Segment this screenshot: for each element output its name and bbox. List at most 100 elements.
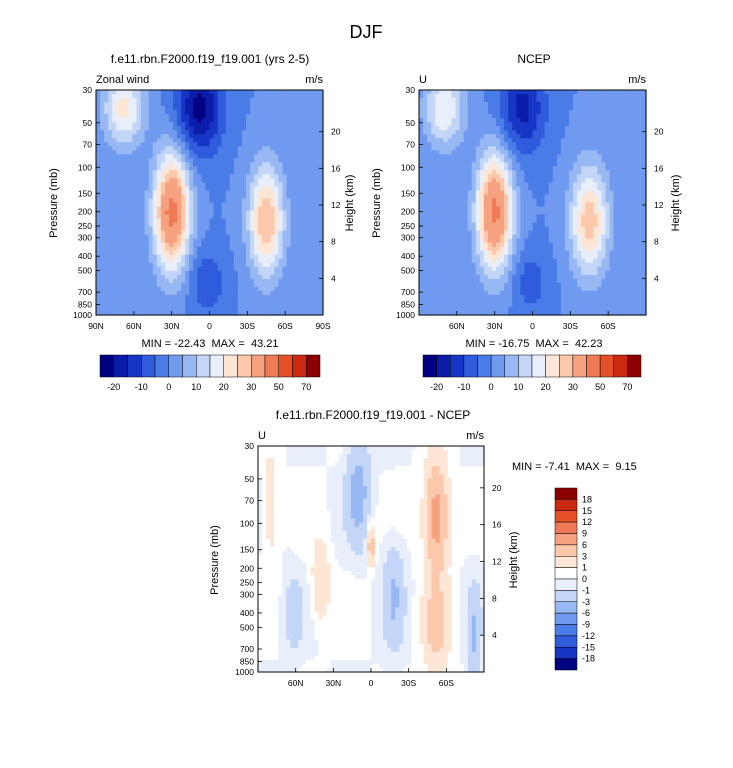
contour-cell [266, 122, 271, 127]
contour-cell [96, 154, 101, 159]
contour-cell [201, 170, 207, 175]
pressure-tick-label: 700 [78, 287, 92, 297]
contour-cell [496, 210, 501, 216]
contour-cell [302, 190, 308, 196]
contour-cell [431, 110, 436, 115]
contour-cell [229, 186, 235, 192]
contour-cell [197, 258, 202, 264]
contour-cell [250, 94, 255, 99]
contour-cell [463, 106, 469, 111]
contour-cell [274, 190, 280, 196]
contour-cell [205, 162, 211, 167]
contour-cell [221, 130, 227, 135]
contour-cell [431, 214, 436, 220]
contour-cell [229, 206, 235, 212]
contour-cell [245, 158, 251, 163]
contour-cell [455, 122, 461, 127]
contour-cell [516, 134, 521, 139]
contour-cell [168, 246, 174, 252]
contour-cell [443, 202, 448, 208]
contour-cell [471, 98, 477, 103]
contour-cell [254, 242, 259, 248]
contour-cell [217, 238, 223, 244]
contour-cell [302, 258, 308, 264]
contour-cell [270, 282, 275, 288]
contour-cell [516, 118, 521, 123]
contour-cell [467, 110, 473, 115]
contour-cell [156, 190, 162, 196]
contour-cell [467, 166, 473, 171]
contour-cell [217, 186, 223, 192]
contour-cell [225, 126, 231, 131]
contour-cell [419, 206, 424, 212]
contour-cell [250, 134, 255, 139]
contour-cell [528, 146, 534, 151]
contour-cell [302, 246, 308, 252]
contour-cell [132, 262, 138, 268]
contour-cell [144, 310, 150, 316]
contour-cell [100, 162, 105, 167]
contour-cell [104, 298, 109, 304]
contour-cell [152, 126, 158, 131]
contour-cell [479, 154, 485, 159]
contour-cell [229, 294, 235, 300]
contour-cell [132, 182, 138, 188]
contour-cell [193, 270, 198, 276]
contour-cell [467, 202, 473, 208]
contour-cell [483, 186, 489, 192]
contour-cell [245, 230, 251, 236]
contour-cell [193, 150, 198, 155]
contour-cell [479, 202, 485, 208]
contour-cell [463, 118, 469, 123]
contour-cell [100, 198, 105, 204]
contour-cell [185, 186, 190, 192]
contour-cell [512, 158, 517, 163]
contour-cell [250, 190, 255, 196]
contour-cell [475, 134, 481, 139]
contour-cell [120, 234, 125, 240]
contour-cell [217, 178, 223, 184]
contour-cell [112, 230, 117, 236]
contour-cell [241, 106, 247, 111]
contour-cell [306, 110, 312, 115]
contour-cell [266, 214, 271, 220]
contour-cell [156, 214, 162, 220]
contour-cell [290, 230, 296, 236]
contour-cell [306, 122, 312, 127]
contour-cell [605, 178, 611, 184]
contour-cell [294, 206, 300, 212]
contour-cell [577, 90, 582, 95]
contour-cell [568, 198, 574, 204]
contour-cell [310, 174, 316, 179]
contour-cell [213, 102, 219, 107]
contour-cell [641, 110, 647, 115]
contour-cell [491, 90, 497, 95]
contour-cell [286, 206, 292, 212]
contour-cell [217, 222, 223, 228]
contour-cell [96, 294, 101, 300]
contour-cell [173, 230, 178, 236]
contour-cell [225, 110, 231, 115]
contour-cell [532, 94, 538, 99]
contour-cell [140, 226, 146, 232]
contour-cell [577, 114, 582, 119]
contour-cell [156, 222, 162, 228]
contour-cell [258, 246, 263, 252]
contour-cell [160, 222, 166, 228]
contour-cell [475, 118, 481, 123]
contour-cell [609, 162, 615, 167]
contour-cell [160, 246, 166, 252]
contour-cell [164, 154, 170, 159]
contour-cell [496, 102, 501, 107]
contour-cell [577, 210, 582, 216]
contour-cell [193, 282, 198, 288]
contour-cell [193, 110, 198, 115]
contour-cell [447, 106, 453, 111]
contour-cell [560, 158, 566, 163]
contour-cell [181, 242, 186, 248]
contour-cell [270, 158, 275, 163]
contour-cell [512, 162, 517, 167]
contour-cell [609, 170, 615, 175]
contour-cell [205, 242, 211, 248]
contour-cell [552, 178, 558, 184]
